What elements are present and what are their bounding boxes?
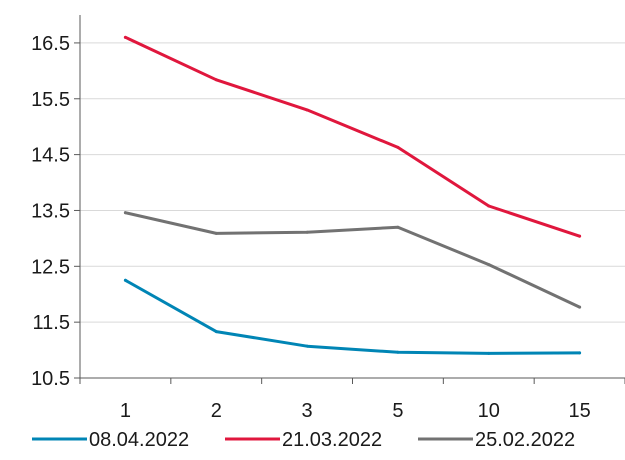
series-line-08.04.2022: [123, 278, 582, 355]
data-point: [487, 351, 491, 355]
y-tick-label: 14.5: [31, 145, 70, 167]
y-tick-label: 16.5: [31, 33, 70, 55]
data-point: [123, 211, 127, 215]
data-point: [123, 278, 127, 282]
data-point: [214, 78, 218, 82]
y-tick-label: 13.5: [31, 200, 70, 222]
data-point: [123, 35, 127, 39]
series-line-25.02.2022: [123, 211, 582, 309]
series-line-21.03.2022: [123, 35, 582, 238]
x-tick-label: 2: [211, 400, 222, 422]
data-point: [305, 344, 309, 348]
legend: 08.04.2022 21.03.2022 25.02.2022: [32, 429, 575, 451]
y-tick-label: 15.5: [31, 89, 70, 111]
x-tick-label: 15: [568, 400, 590, 422]
data-point: [214, 330, 218, 334]
legend-label: 21.03.2022: [282, 429, 382, 451]
data-point: [578, 234, 582, 238]
legend-label: 25.02.2022: [475, 429, 575, 451]
gridlines: [80, 42, 625, 323]
data-point: [396, 145, 400, 149]
data-point: [214, 231, 218, 235]
x-tick-label: 1: [120, 400, 131, 422]
data-point: [487, 263, 491, 267]
data-point: [305, 108, 309, 112]
data-point: [305, 230, 309, 234]
legend-label: 08.04.2022: [89, 429, 189, 451]
x-tick-label: 10: [478, 400, 500, 422]
series-lines: [123, 35, 582, 355]
x-tick-label: 5: [392, 400, 403, 422]
axes: 10.5 11.5 12.5 13.5 14.5 15.5 16.5 1 2 3 5 10 15: [31, 15, 625, 422]
data-point: [578, 351, 582, 355]
x-tick-label: 3: [302, 400, 313, 422]
data-point: [487, 204, 491, 208]
data-point: [396, 350, 400, 354]
y-tick-label: 12.5: [31, 256, 70, 278]
y-tick-label: 10.5: [31, 368, 70, 390]
y-tick-label: 11.5: [33, 312, 70, 334]
data-point: [578, 305, 582, 309]
data-point: [396, 225, 400, 229]
